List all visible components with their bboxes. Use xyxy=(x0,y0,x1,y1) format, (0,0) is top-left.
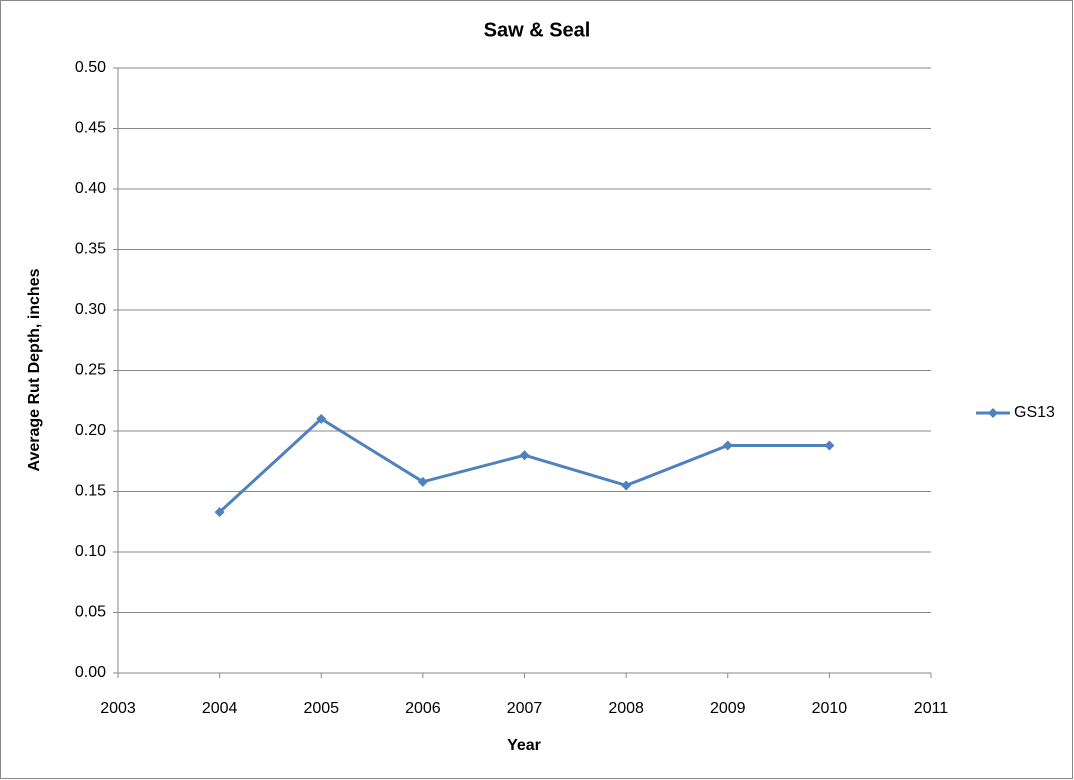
y-tick-label: 0.15 xyxy=(75,483,106,500)
x-tick-label: 2006 xyxy=(405,700,441,717)
data-point xyxy=(824,440,835,451)
y-tick-label: 0.30 xyxy=(75,301,106,318)
x-tick-label: 2010 xyxy=(812,700,848,717)
y-tick-label: 0.20 xyxy=(75,422,106,439)
x-tick-label: 2003 xyxy=(100,700,136,717)
x-axis-label: Year xyxy=(507,737,541,754)
y-axis-label: Average Rut Depth, inches xyxy=(26,268,43,471)
data-point xyxy=(214,507,225,518)
y-tick-label: 0.05 xyxy=(75,604,106,621)
y-tick-label: 0.35 xyxy=(75,241,106,258)
x-tick-label: 2011 xyxy=(914,700,949,717)
y-tick-label: 0.25 xyxy=(75,362,106,379)
x-tick-label: 2008 xyxy=(608,700,644,717)
y-tick-label: 0.10 xyxy=(75,543,106,560)
data-point xyxy=(316,413,327,424)
data-point xyxy=(417,476,428,487)
y-tick-label: 0.50 xyxy=(75,59,106,76)
data-point xyxy=(621,480,632,491)
y-tick-label: 0.40 xyxy=(75,180,106,197)
data-point xyxy=(519,450,530,461)
x-tick-label: 2004 xyxy=(202,700,238,717)
legend-label: GS13 xyxy=(1014,404,1055,421)
legend-marker xyxy=(988,408,998,418)
data-point xyxy=(722,440,733,451)
y-tick-label: 0.00 xyxy=(75,664,106,681)
y-tick-label: 0.45 xyxy=(75,120,106,137)
x-tick-label: 2005 xyxy=(303,700,339,717)
chart-title: Saw & Seal xyxy=(484,19,591,41)
x-tick-label: 2009 xyxy=(710,700,746,717)
x-tick-label: 2007 xyxy=(507,700,543,717)
